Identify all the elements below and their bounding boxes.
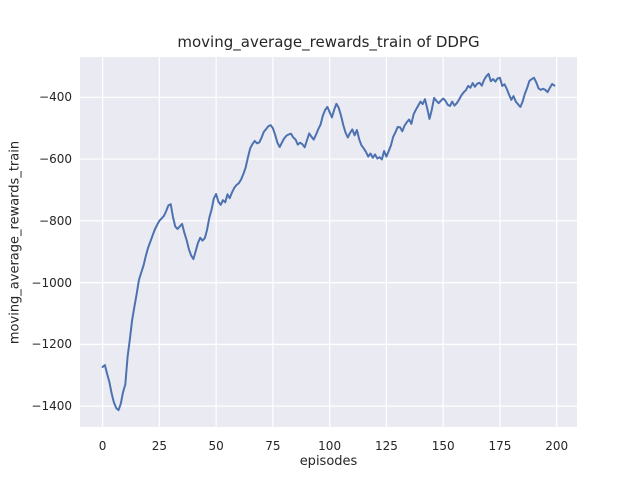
x-tick-label: 175 xyxy=(488,439,512,453)
x-tick-label: 25 xyxy=(151,439,167,453)
x-tick-label: 50 xyxy=(208,439,224,453)
x-tick-label: 125 xyxy=(374,439,398,453)
y-tick-label: −1400 xyxy=(31,399,72,414)
y-tick-label: −400 xyxy=(39,90,72,105)
chart-title: moving_average_rewards_train of DDPG xyxy=(177,33,480,51)
y-tick-label: −800 xyxy=(39,213,72,228)
x-tick-label: 150 xyxy=(431,439,455,453)
x-tick-label: 0 xyxy=(98,439,107,453)
x-tick-label: 75 xyxy=(265,439,281,453)
y-axis-label: moving_average_rewards_train xyxy=(7,140,23,345)
y-tick-label: −600 xyxy=(39,152,72,167)
x-tick-label: 200 xyxy=(545,439,569,453)
x-tick-label: 100 xyxy=(318,439,342,453)
y-tick-label: −1000 xyxy=(31,275,72,290)
x-axis-label: episodes xyxy=(299,454,358,469)
y-tick-label: −1200 xyxy=(31,337,72,352)
